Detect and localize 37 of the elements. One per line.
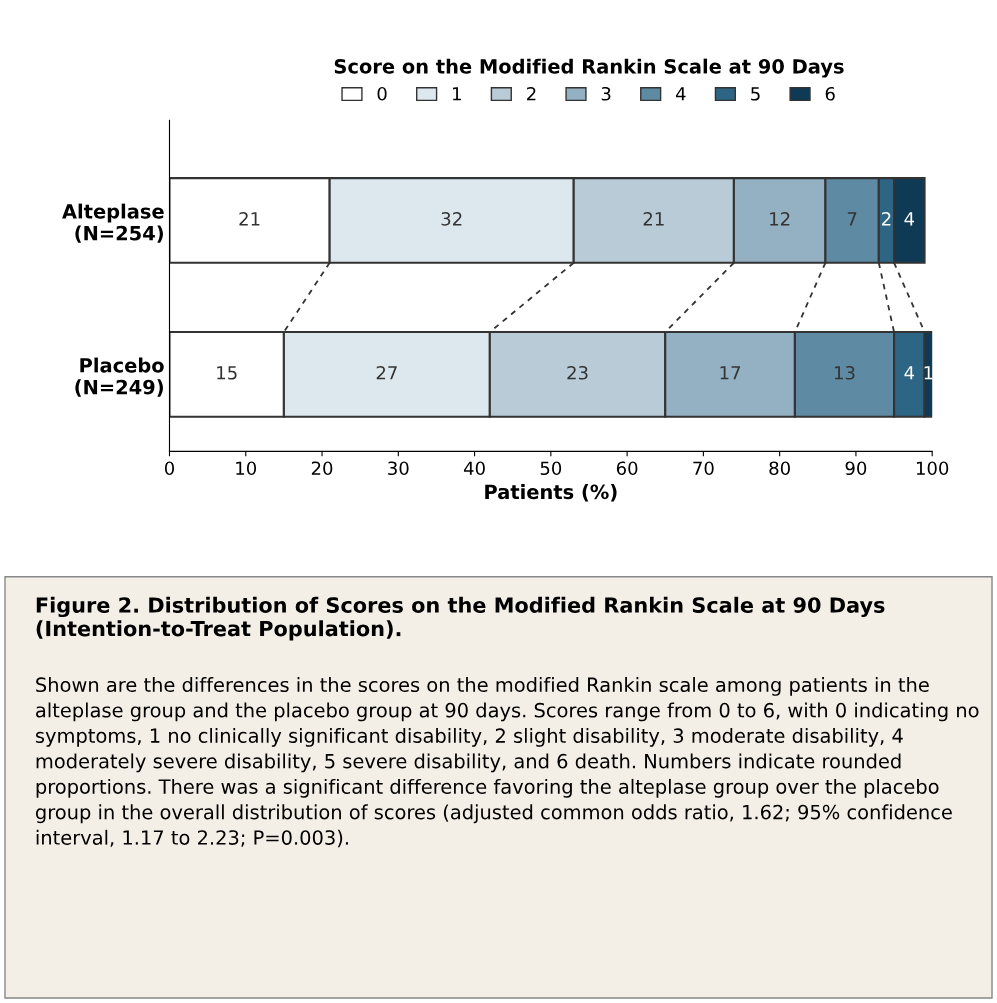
data-label: 4 [904, 366, 915, 380]
x-tick-label: 90 [845, 461, 867, 476]
x-tick-label: 80 [769, 461, 790, 476]
x-tick-label: 20 [311, 461, 333, 476]
legend-label: 5 [751, 87, 760, 101]
legend-label: 6 [825, 86, 835, 101]
data-label: 23 [567, 365, 588, 380]
legend-label: 4 [675, 87, 686, 101]
x-tick-label: 50 [540, 461, 562, 476]
legend-label: 1 [453, 87, 461, 101]
data-label: 7 [847, 212, 857, 226]
data-label: 27 [376, 365, 397, 380]
data-label: 21 [643, 212, 664, 226]
data-label: 17 [720, 366, 741, 380]
legend-label: 2 [527, 86, 536, 101]
data-label: 12 [770, 212, 790, 226]
x-tick-label: 100 [916, 461, 949, 476]
text: Figure 2. Distribution of Scores on the Modified Rankin Scale at 90 Days (Intention-to-Treat Population). [36, 596, 885, 641]
data-label: 4 [904, 212, 915, 226]
y-tick-label: Alteplase (N=254) [62, 203, 164, 243]
x-tick-label: 60 [616, 461, 638, 476]
x-tick-label: 40 [463, 461, 485, 476]
data-label: 13 [834, 365, 855, 380]
legend-label: 0 [377, 86, 387, 101]
text: Shown are the differences in the scores on the modified Rankin scale among patients in the alteplase group and the placebo group at 90 days. Scores range from 0 to 6, with 0 indicating no symptoms, 1 no clinically significant disability, 2 slight disability, 3 moderate disability, 4 moderately severe disability, 5 severe disability, and 6 death. Numbers indicate rounded proportions. There was a significant difference favoring the alteplase group over the placebo group in the overall distribution of scores (adjusted common odds ratio, 1.62; 95% confidence interval, 1.17 to 2.23; P=0.003). [35, 677, 979, 848]
data-label: 32 [441, 212, 462, 226]
legend-title: Score on the Modified Rankin Scale at 90 Days [334, 58, 844, 78]
data-label: 2 [882, 212, 891, 226]
x-axis-title: Patients (%) [485, 484, 617, 502]
data-label: 15 [217, 366, 237, 380]
legend-label: 3 [601, 86, 611, 101]
y-tick-label: Placebo (N=249) [75, 357, 164, 397]
x-tick-label: 10 [236, 461, 257, 476]
x-tick-label: 70 [693, 461, 714, 476]
data-label: 21 [239, 212, 260, 226]
x-tick-label: 0 [164, 461, 175, 476]
x-tick-label: 30 [388, 461, 409, 476]
